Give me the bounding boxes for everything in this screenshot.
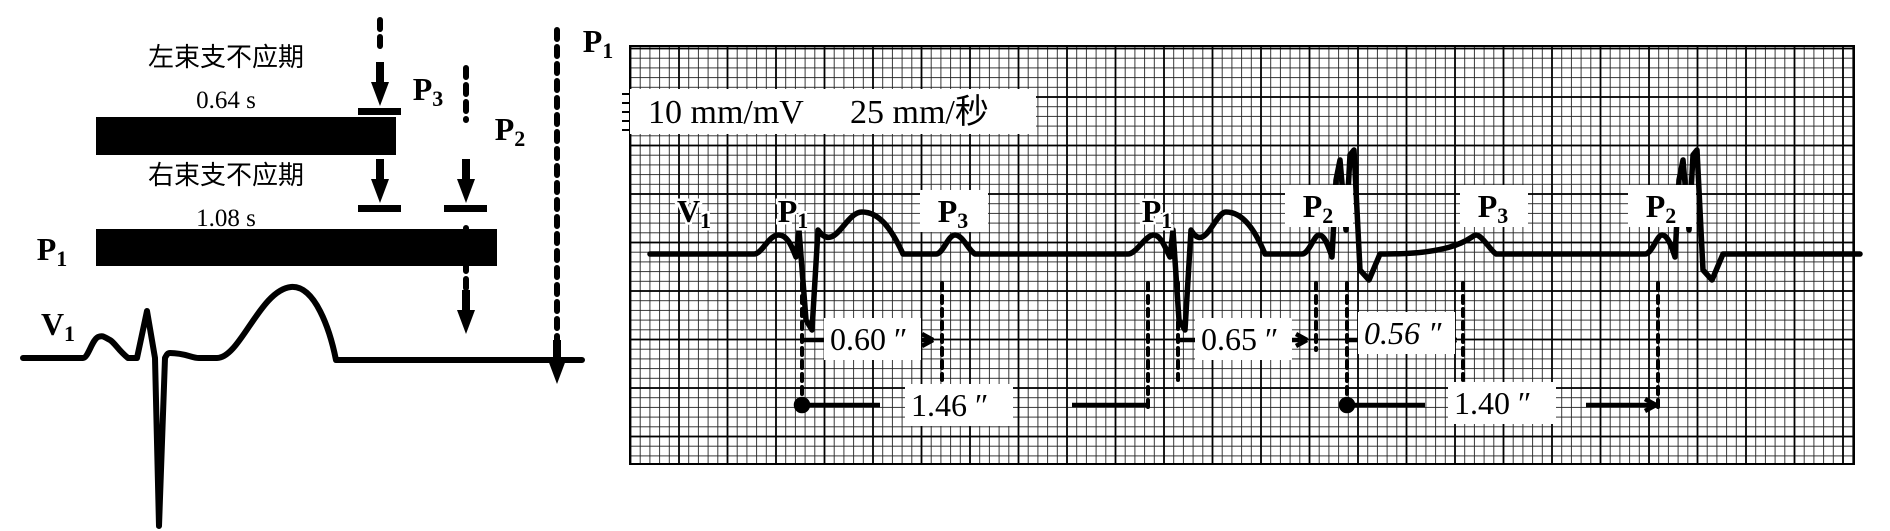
svg-text:右束支不应期: 右束支不应期	[148, 161, 304, 190]
svg-text:0.64 s: 0.64 s	[196, 87, 256, 114]
svg-text:10 mm/mV: 10 mm/mV	[648, 94, 804, 131]
svg-text:P1: P1	[37, 231, 68, 271]
svg-text:1.40 ″: 1.40 ″	[1454, 385, 1531, 421]
svg-text:左束支不应期: 左束支不应期	[148, 43, 304, 72]
svg-text:V1: V1	[41, 306, 75, 346]
svg-text:25 mm/秒: 25 mm/秒	[850, 93, 989, 131]
svg-text:1.46 ″: 1.46 ″	[911, 387, 988, 423]
svg-text:P3: P3	[413, 71, 444, 111]
svg-text:P1: P1	[583, 23, 614, 63]
svg-text:0.60 ″: 0.60 ″	[830, 321, 907, 357]
svg-text:0.65 ″: 0.65 ″	[1201, 321, 1278, 357]
svg-text:0.56 ″: 0.56 ″	[1364, 315, 1442, 351]
svg-text:P2: P2	[495, 111, 526, 151]
svg-text:1.08 s: 1.08 s	[196, 205, 256, 232]
